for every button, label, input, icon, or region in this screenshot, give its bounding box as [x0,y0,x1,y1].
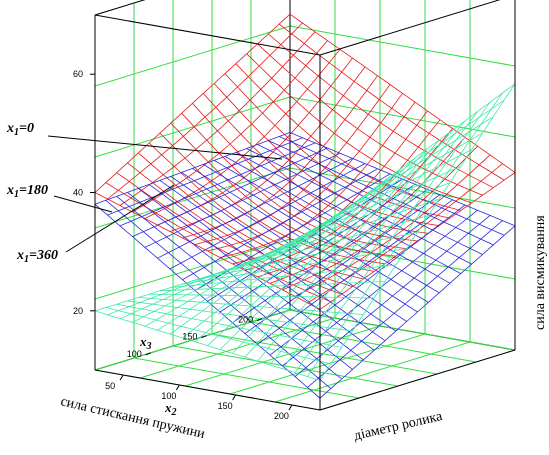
x2-tick [119,374,124,381]
x3-tick-label: 150 [182,332,197,342]
x2-tick-label: 200 [274,411,289,421]
frame-front-edges [94,0,516,411]
grid-line [184,325,381,387]
grid-line [229,333,426,395]
callout-line-x1-0 [47,135,283,160]
axis-ticks [90,73,293,411]
mesh-line [268,116,494,258]
grid-line [289,238,516,280]
series-label-x1-180: x1=180 [6,183,48,200]
mesh-line [232,148,428,354]
mesh-line [307,92,503,377]
grid-line [94,96,291,158]
x2-tick [288,404,293,411]
grid-line [289,167,516,209]
grid-back-walls [94,0,516,371]
x3-tick-label: 100 [127,349,142,359]
x2-axis-label: сила стискання пружини [59,394,207,442]
z-axis-label: сила висмикування [533,215,548,330]
mesh-line [278,99,505,255]
mesh-line [289,13,516,173]
grid-line [94,25,291,87]
x2-tick-label: 100 [161,391,176,401]
grid-line [289,309,516,351]
mesh-line [289,132,516,227]
x3-axis-symbol: x3 [139,334,152,352]
z-tick-label: 60 [73,69,83,79]
x3-axis-label: діаметр ролика [353,409,445,444]
mesh-line [257,199,453,345]
grid-line [94,167,291,229]
x2-tick [175,384,180,391]
grid-line [211,333,438,375]
frame-back-edges [94,0,516,371]
grid-line [94,238,291,300]
z-tick-label: 20 [73,306,83,316]
z-tick-label: 40 [73,188,83,198]
surface-x1-360 [94,83,516,381]
surfaces [94,13,516,399]
mesh-line [307,220,503,388]
x2-tick-label: 50 [105,381,115,391]
grid-line [289,25,516,67]
mesh-line [257,132,483,262]
surface-x1-180 [94,132,516,399]
mesh-line [294,215,491,377]
callout-line-x1-360 [65,184,175,253]
mesh-line [319,225,516,399]
frame-edge [94,14,321,56]
mesh-line [319,83,516,381]
x3-tick [256,318,263,322]
mesh-line [294,102,491,373]
x2-tick [232,394,237,401]
frame-edge [319,0,501,56]
grid-line [289,96,516,138]
mesh-line [257,144,483,255]
mesh-line [319,172,516,310]
x3-tick [201,335,207,339]
surface-x1-0 [94,13,516,310]
callout-line-x1-180 [53,195,113,213]
frame-edge [319,349,516,411]
series-label-x1-0: x1=0 [6,121,34,138]
frame-edge [94,369,321,411]
mesh-line [268,140,494,246]
grid-line [172,345,399,387]
x3-tick-label: 200 [238,315,253,325]
x3-tick [145,352,151,356]
grid-line [274,341,471,403]
x2-tick-label: 150 [218,401,233,411]
frame-edge [94,0,146,16]
series-label-x1-360: x1=360 [16,248,58,265]
grid-line [133,357,360,399]
x2-axis-symbol: x2 [164,400,177,418]
mesh-line [203,164,429,303]
mesh-line [257,43,483,196]
grid-line [94,0,146,16]
mesh-line [289,83,516,252]
